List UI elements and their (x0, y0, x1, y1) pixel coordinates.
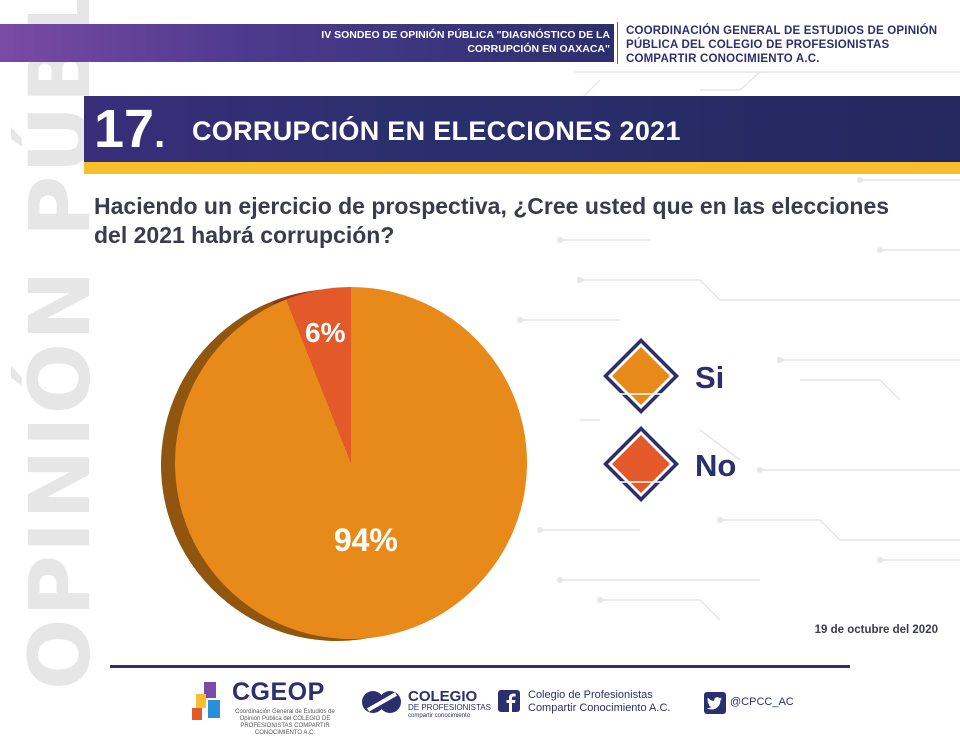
cgeop-logo-icon (192, 682, 220, 720)
facebook-link[interactable]: Colegio de Profesionistas Compartir Cono… (528, 689, 671, 714)
title-accent-bar (84, 162, 960, 174)
legend-marker-si (612, 347, 670, 405)
facebook-icon[interactable] (498, 690, 520, 712)
legend-label-no: No (695, 448, 736, 483)
cgeop-subtitle: Coordinación General de Estudios de Opin… (235, 709, 335, 736)
survey-date: 19 de octubre del 2020 (814, 624, 938, 636)
twitter-icon[interactable] (704, 692, 726, 714)
pie-label-si: 94% (334, 522, 398, 558)
colegio-logo-title: COLEGIO (408, 688, 478, 705)
section-title-band (84, 96, 960, 162)
pie-layer: 94% 6% (161, 287, 528, 641)
legend-item-si: Si (603, 338, 724, 414)
survey-title: IV SONDEO DE OPINIÓN PÚBLICA "DIAGNÓSTIC… (321, 29, 610, 55)
chart-legend: Si No (603, 338, 736, 502)
survey-question: Haciendo un ejercicio de prospectiva, ¿C… (94, 193, 890, 248)
section-number: 17. (94, 99, 166, 159)
legend-marker-no (612, 435, 670, 493)
cgeop-logo-text: CGEOP (232, 678, 325, 706)
pie-slice-no (286, 287, 351, 463)
legend-item-no: No (603, 426, 736, 502)
section-title: CORRUPCIÓN EN ELECCIONES 2021 (192, 116, 681, 146)
footer-divider (110, 665, 850, 668)
footer: CGEOP Coordinación General de Estudios d… (0, 676, 960, 736)
twitter-handle[interactable]: @CPCC_AC (730, 696, 794, 708)
pie-label-no: 6% (305, 317, 346, 348)
colegio-logo-icon (362, 691, 401, 713)
legend-label-si: Si (695, 360, 724, 395)
colegio-logo-subtitle: DE PROFESIONISTAS compartir conocimiento (408, 703, 491, 720)
survey-banner: IV SONDEO DE OPINIÓN PÚBLICA "DIAGNÓSTIC… (0, 24, 614, 62)
header-divider (617, 22, 618, 64)
organization-name: COORDINACIÓN GENERAL DE ESTUDIOS DE OPIN… (626, 25, 938, 65)
pie-slice-si (175, 287, 528, 639)
